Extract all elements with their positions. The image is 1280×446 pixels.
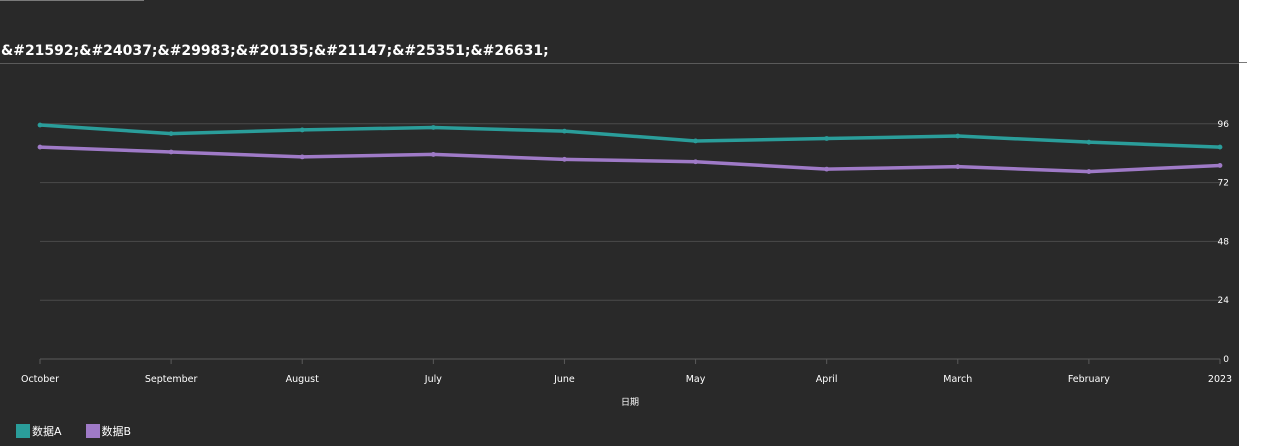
data-point[interactable] — [168, 149, 174, 155]
x-tick-label: March — [943, 374, 972, 385]
data-point[interactable] — [824, 166, 830, 172]
panel-edge-marker — [1239, 62, 1247, 63]
y-tick-label: 48 — [1218, 237, 1230, 247]
x-axis-label: 日期 — [621, 397, 639, 408]
data-point[interactable] — [562, 128, 567, 134]
data-point[interactable] — [955, 133, 961, 139]
x-tick-label: October — [21, 374, 59, 385]
data-point[interactable] — [37, 144, 43, 150]
data-point[interactable] — [430, 152, 436, 157]
y-tick-label: 72 — [1218, 179, 1229, 189]
x-tick-label: 2023 — [1208, 374, 1232, 385]
data-point[interactable] — [693, 159, 698, 165]
x-axis-ticks: October September August July June May April Ma… — [21, 359, 1232, 385]
data-point[interactable] — [1086, 139, 1092, 145]
legend-item-series-b[interactable]: 数据B — [85, 423, 132, 439]
legend-swatch-series-a — [16, 424, 30, 438]
x-tick-label: August — [286, 374, 320, 385]
y-tick-label: 96 — [1218, 120, 1230, 130]
x-tick-label: July — [424, 374, 442, 385]
data-point[interactable] — [824, 136, 830, 141]
data-point[interactable] — [299, 154, 305, 160]
data-point[interactable] — [168, 131, 174, 137]
legend-item-series-a[interactable]: 数据A — [16, 423, 62, 439]
data-point[interactable] — [1217, 144, 1223, 150]
data-point[interactable] — [430, 125, 436, 130]
data-point[interactable] — [1217, 163, 1223, 168]
series-line-1[interactable] — [38, 145, 1222, 174]
legend-label-series-a: 数据A — [32, 425, 62, 438]
y-axis-ticks: 0 24 48 72 96 — [1218, 120, 1230, 365]
x-tick-label: February — [1068, 374, 1110, 385]
legend-label-series-b: 数据B — [101, 425, 132, 438]
data-point[interactable] — [299, 127, 305, 133]
x-tick-label: April — [816, 374, 838, 385]
legend-swatch-series-b — [85, 424, 100, 438]
line-chart: 0 24 48 72 96 October September August July June… — [21, 120, 1232, 408]
data-point[interactable] — [693, 138, 698, 144]
title-divider — [0, 63, 1239, 64]
chart-title: &#21592;&#24037;&#29983;&#20135;&#21147;… — [1, 43, 549, 59]
x-tick-label: June — [553, 374, 575, 385]
chart-panel: &#21592;&#24037;&#29983;&#20135;&#21147;… — [0, 0, 1239, 446]
data-point[interactable] — [562, 156, 567, 162]
x-tick-label: September — [145, 374, 198, 385]
data-point[interactable] — [1086, 169, 1092, 174]
top-tab-indicator — [0, 0, 144, 1]
series-line-0[interactable] — [38, 123, 1222, 149]
data-point[interactable] — [955, 164, 961, 170]
series-lines — [37, 122, 1223, 174]
grid-lines — [40, 123, 1220, 360]
chart-legend: 数据A 数据B — [16, 423, 155, 439]
y-tick-label: 24 — [1218, 296, 1230, 306]
x-tick-label: May — [686, 374, 706, 385]
data-point[interactable] — [37, 122, 43, 128]
y-tick-label: 0 — [1223, 355, 1229, 365]
